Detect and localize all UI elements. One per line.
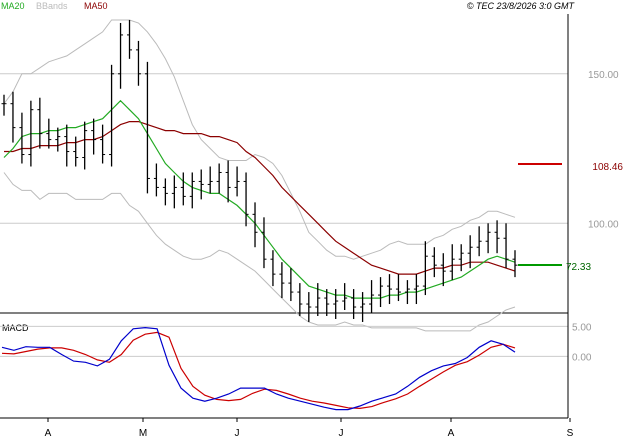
price-bar [234, 166, 240, 197]
support-label: 72.33 [566, 262, 591, 273]
price-bar [189, 172, 195, 209]
macd-line [1, 326, 516, 411]
price-tick-label: 100.00 [588, 219, 619, 230]
price-bar [297, 283, 303, 316]
macd-panel: MACD 5.00 0.00 [0, 313, 592, 418]
price-bar [109, 64, 115, 167]
price-bar [91, 118, 97, 155]
bollinger-upper [3, 19, 516, 260]
price-bar [100, 124, 106, 164]
price-bar [279, 262, 285, 299]
price-bar [243, 172, 249, 227]
price-axis-labels: 150.00 100.00 [588, 70, 619, 231]
legend-ma50: MA50 [84, 1, 108, 11]
price-bar [333, 289, 339, 319]
legend-bbands: BBands [36, 1, 68, 11]
price-bar [144, 61, 150, 194]
ma50-path [4, 121, 516, 275]
macd-signal-line [1, 331, 516, 410]
price-bar [342, 283, 348, 311]
price-bar [503, 223, 509, 269]
price-bar [360, 292, 366, 322]
price-bar [55, 127, 61, 152]
price-bar [64, 124, 70, 167]
price-bar [422, 241, 428, 296]
price-bar [306, 292, 312, 322]
time-tick-label: S [567, 428, 574, 439]
price-bar [485, 223, 491, 254]
resistance-level: 108.46 [518, 162, 623, 173]
price-bar [19, 112, 25, 164]
price-bar [261, 217, 267, 269]
price-bars [1, 19, 518, 322]
macd-title: MACD [2, 323, 29, 333]
price-bar [378, 277, 384, 308]
price-bar [440, 253, 446, 287]
price-bar [512, 250, 518, 278]
price-bar [28, 100, 34, 167]
price-bar [162, 178, 168, 206]
bollinger-upper-path [3, 19, 516, 260]
price-bar [82, 121, 88, 170]
price-bar [180, 172, 186, 206]
price-bar [324, 289, 330, 316]
macd-tick-label: 0.00 [572, 352, 592, 363]
price-bar [431, 247, 437, 278]
price-bar [225, 160, 231, 203]
support-level: 72.33 [518, 262, 591, 273]
price-bar [494, 220, 500, 254]
time-tick-label: M [139, 428, 147, 439]
ma20-path [3, 99, 516, 299]
price-bar [413, 274, 419, 305]
macd-gridlines [0, 325, 568, 357]
price-bar [171, 175, 177, 209]
price-bar [476, 226, 482, 257]
bollinger-lower [3, 172, 516, 332]
price-bar [118, 22, 124, 89]
price-bar [467, 235, 473, 269]
price-bar [46, 118, 52, 149]
chart-header: MA20 BBands MA50 © TEC 23/8/2026 3:0 GMT [1, 1, 575, 11]
price-bar [395, 274, 401, 302]
price-bar [216, 163, 222, 194]
macd-path [1, 326, 516, 411]
copyright-timestamp: © TEC 23/8/2026 3:0 GMT [467, 1, 576, 11]
price-bar [37, 97, 43, 149]
price-bar [386, 274, 392, 305]
price-bar [135, 40, 141, 86]
price-tick-label: 150.00 [588, 70, 619, 81]
price-bar [10, 91, 16, 143]
price-bar [404, 280, 410, 305]
price-bar [1, 94, 7, 116]
price-bar [315, 283, 321, 316]
price-gridlines [0, 73, 568, 224]
price-bar [252, 202, 258, 248]
ma50-line [4, 121, 516, 275]
bollinger-lower-path [3, 172, 516, 332]
legend-ma20: MA20 [1, 1, 25, 11]
price-bar [207, 166, 213, 194]
price-bar [288, 268, 294, 302]
time-tick-label: J [339, 428, 344, 439]
macd-tick-label: 5.00 [572, 322, 592, 333]
ma20-line [3, 99, 516, 299]
price-bar [270, 250, 276, 287]
price-bar [198, 169, 204, 200]
price-panel: 150.00 100.00 108.46 72.33 [0, 14, 623, 332]
price-bar [351, 289, 357, 319]
price-bar [153, 163, 159, 197]
price-bar [73, 136, 79, 167]
time-tick-label: J [235, 428, 240, 439]
price-bar [369, 280, 375, 313]
time-tick-label: A [448, 428, 455, 439]
macd-axis-labels: 5.00 0.00 [572, 322, 592, 363]
price-bar [449, 244, 455, 281]
macd-signal-path [1, 331, 516, 410]
resistance-label: 108.46 [592, 162, 623, 173]
price-bar [127, 19, 133, 59]
time-tick-label: A [45, 428, 52, 439]
price-bar [458, 244, 464, 272]
